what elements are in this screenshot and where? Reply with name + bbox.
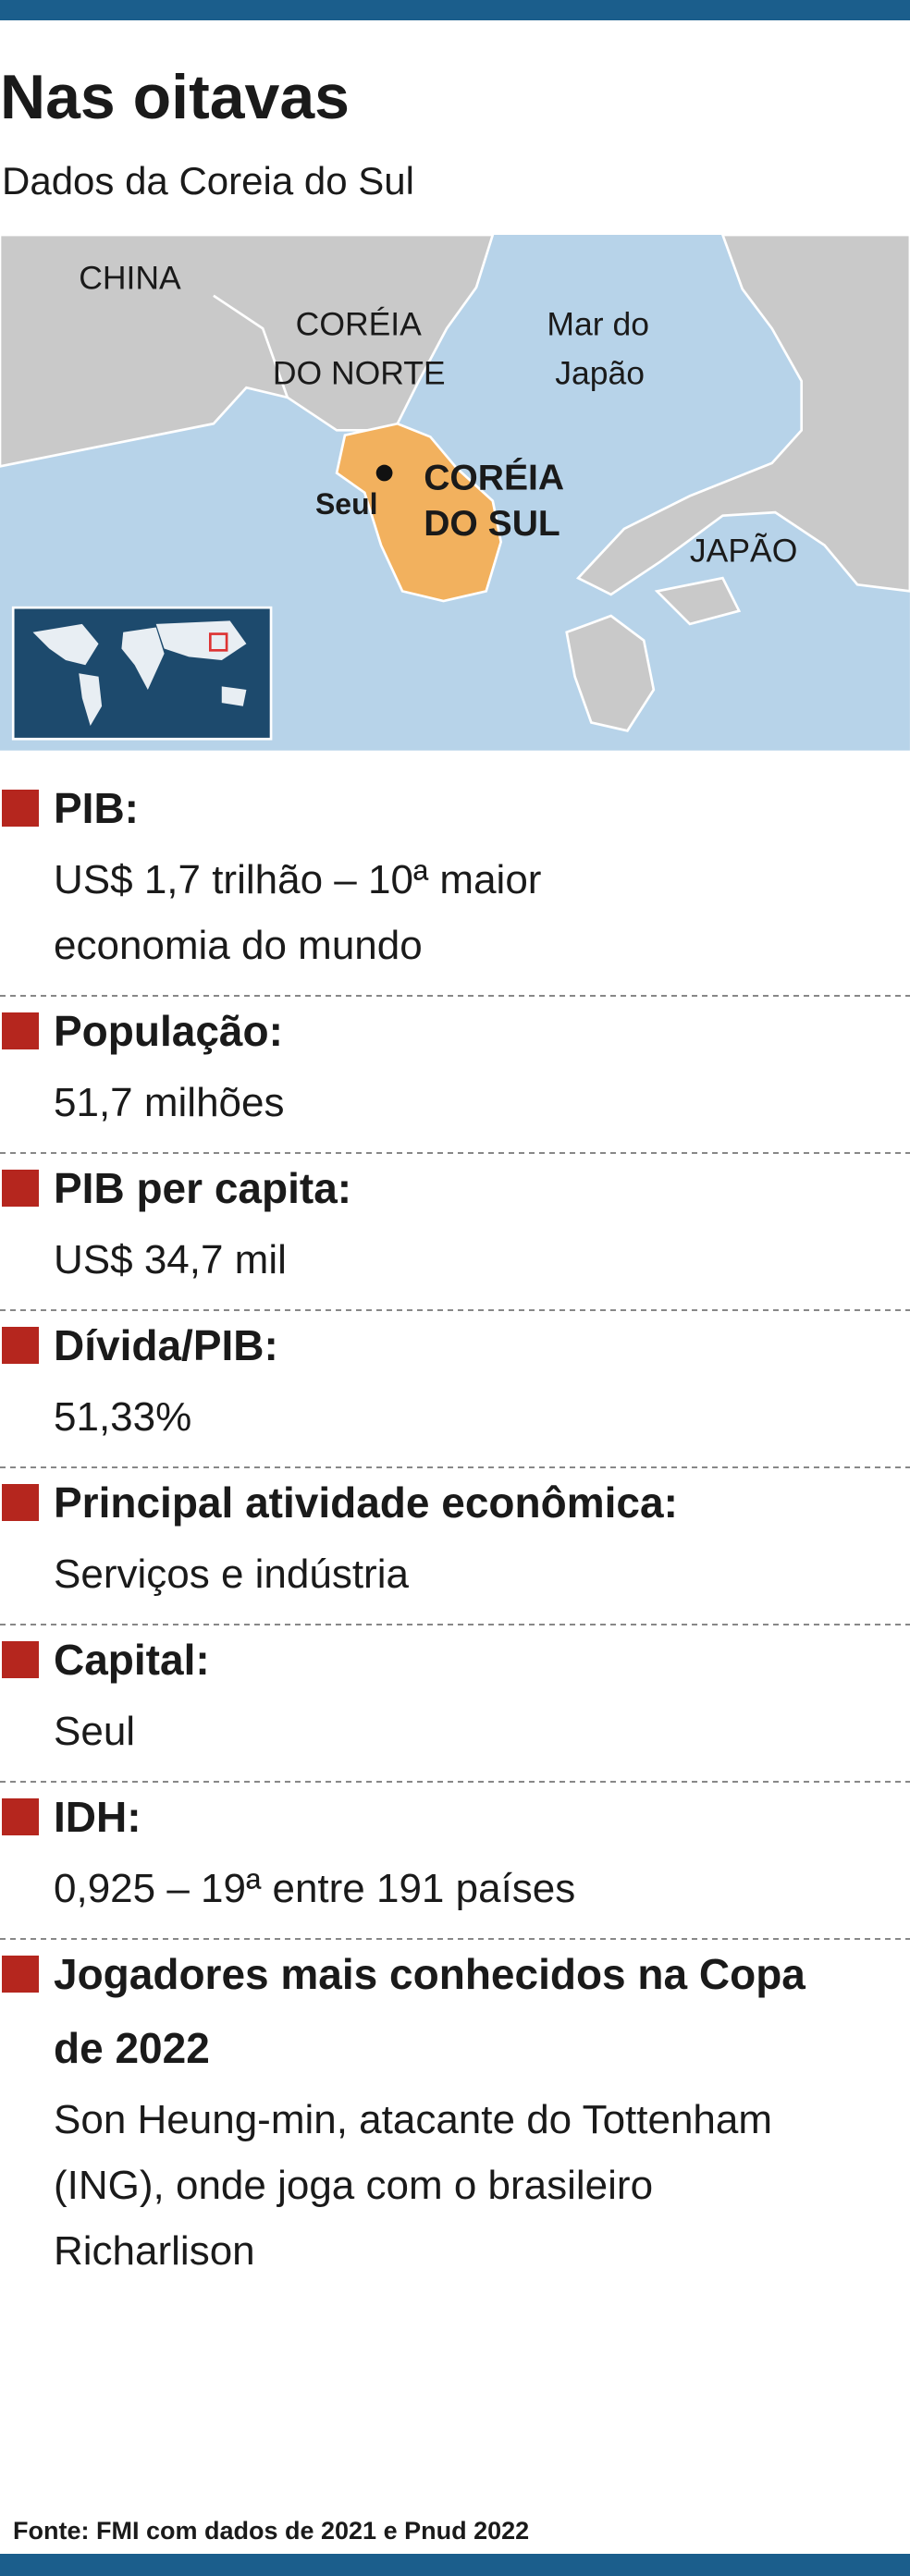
item-text: Serviços e indústria [54, 1552, 409, 1597]
item-label: Capital: [54, 1636, 210, 1684]
item-label: PIB per capita: [54, 1164, 351, 1212]
map-label: Japão [555, 355, 645, 392]
china-north-korea [0, 233, 495, 468]
bullet [2, 1798, 39, 1835]
map-label: DO NORTE [273, 355, 446, 392]
item-text: Son Heung-min, atacante do Tottenham [54, 2097, 772, 2142]
bullet [2, 1956, 39, 1993]
item-text: US$ 34,7 mil [54, 1237, 287, 1282]
map-label: CORÉIA [296, 305, 422, 342]
map-label: CHINA [79, 260, 181, 297]
bullet [2, 1327, 39, 1364]
map-label: Mar do [547, 305, 649, 342]
item-text: (ING), onde joga com o brasileiro [54, 2163, 653, 2208]
map-label: Seul [315, 487, 377, 521]
map-label: JAPÃO [690, 532, 797, 569]
map-label: CORÉIA [424, 457, 564, 497]
item-label: PIB: [54, 784, 139, 832]
source: Fonte: FMI com dados de 2021 e Pnud 2022 [13, 2517, 529, 2545]
item-text: US$ 1,7 trilhão – 10ª maior [54, 857, 541, 902]
item-text: 51,7 milhões [54, 1080, 284, 1125]
item-text: Richarlison [54, 2228, 255, 2274]
kyushu [565, 614, 656, 732]
shikoku [654, 576, 742, 626]
inset-map [11, 606, 273, 741]
title: Nas oitavas [0, 62, 350, 132]
item-text: economia do mundo [54, 923, 423, 968]
bullet [2, 1012, 39, 1049]
capital-dot [375, 464, 393, 482]
border [213, 294, 289, 399]
top-bar [0, 0, 910, 20]
map-label: DO SUL [424, 504, 560, 544]
item-label: de 2022 [54, 2024, 210, 2072]
bullet [2, 1484, 39, 1521]
bullet [2, 790, 39, 827]
item-label: IDH: [54, 1793, 141, 1841]
item-label: Jogadores mais conhecidos na Copa [54, 1950, 805, 1998]
bullet [2, 1170, 39, 1207]
map: CHINA CORÉIA DO NORTE Mar do Japão Seul … [0, 233, 910, 751]
item-label: Principal atividade econômica: [54, 1478, 678, 1527]
items: PIB: US$ 1,7 trilhão – 10ª maior economia … [0, 784, 910, 2274]
subtitle: Dados da Coreia do Sul [2, 159, 414, 202]
japan [575, 233, 910, 596]
bullet [2, 1641, 39, 1678]
bottom-bar [0, 2554, 910, 2576]
item-text: 51,33% [54, 1394, 191, 1440]
item-label: Dívida/PIB: [54, 1321, 278, 1369]
item-text: Seul [54, 1709, 135, 1754]
item-text: 0,925 – 19ª entre 191 países [54, 1866, 575, 1911]
item-label: População: [54, 1007, 283, 1055]
